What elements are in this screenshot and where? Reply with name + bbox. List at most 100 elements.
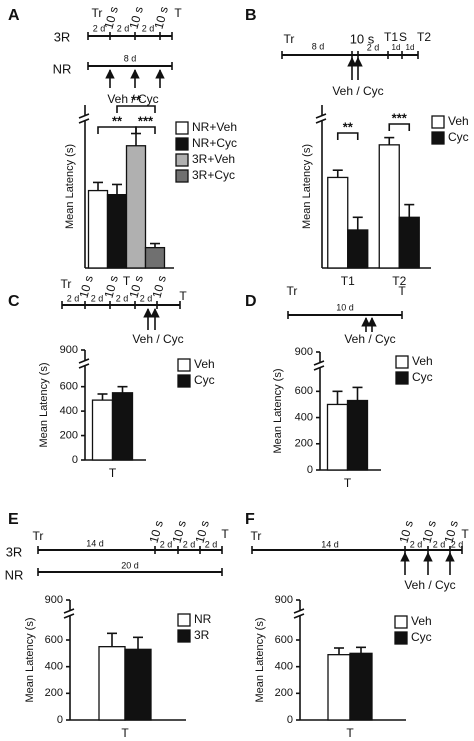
x-tick-label: T <box>123 274 131 288</box>
axis-break-gap <box>65 611 75 616</box>
legend-label: Veh <box>448 114 469 128</box>
bar <box>327 654 351 721</box>
legend-label: Veh <box>194 357 215 371</box>
legend-label: Veh <box>411 614 432 628</box>
bar <box>144 246 166 269</box>
legend-label: Cyc <box>412 370 433 384</box>
bar <box>87 189 109 269</box>
legend-label: NR+Cyc <box>192 136 237 150</box>
panel-label: C <box>8 293 20 310</box>
y-tick-label: 200 <box>275 687 293 699</box>
timeline-label: 2 d <box>205 539 218 549</box>
bar <box>398 216 420 269</box>
legend-swatch <box>175 137 189 151</box>
timeline-label: 10 s <box>170 519 189 545</box>
x-tick-label: T <box>109 466 117 480</box>
legend-label: 3R <box>194 628 210 642</box>
timeline-label: Tr <box>92 6 103 20</box>
bar <box>327 176 349 269</box>
bar <box>347 229 369 269</box>
timeline-label: 2 d <box>93 23 106 33</box>
panel-label: D <box>245 293 257 310</box>
x-tick-label: T <box>121 726 129 740</box>
timeline-label: Veh / Cyc <box>344 332 395 346</box>
x-tick-label: T <box>344 476 352 490</box>
legend-swatch <box>394 631 408 645</box>
legend-label: Cyc <box>194 373 215 387</box>
timeline-label: NR <box>53 61 72 76</box>
timeline-label: T <box>461 527 469 541</box>
axis-break-gap <box>80 361 90 366</box>
timeline-label: Veh / Cyc <box>332 84 383 98</box>
significance-label: *** <box>392 110 408 125</box>
timeline-label: Tr <box>33 529 44 543</box>
timeline-label: 10 d <box>336 302 354 312</box>
legend-swatch <box>431 115 445 129</box>
bar <box>98 646 126 721</box>
x-tick-label: T <box>346 726 354 740</box>
y-tick-label: 0 <box>72 454 78 466</box>
axis-break <box>78 358 90 364</box>
legend-swatch <box>175 169 189 183</box>
timeline-label: 14 d <box>321 539 339 549</box>
timeline-label: 1d <box>406 43 415 52</box>
bar <box>124 648 152 721</box>
legend-label: Veh <box>412 354 433 368</box>
timeline-label: 10 s <box>147 519 166 545</box>
legend-swatch <box>395 355 409 369</box>
y-tick-label: 400 <box>60 405 78 417</box>
y-tick-label: 600 <box>295 385 313 397</box>
y-tick-label: 600 <box>275 634 293 646</box>
y-tick-label: 900 <box>295 346 313 358</box>
axis-break <box>313 365 325 371</box>
timeline-label: 10 s <box>442 519 461 545</box>
timeline-label: 10 s <box>102 5 121 31</box>
timeline-label: T2 <box>417 30 431 44</box>
timeline-label: Veh / Cyc <box>132 332 183 346</box>
timeline-label: 10 s <box>420 519 439 545</box>
y-axis-label: Mean Latency (s) <box>24 618 36 703</box>
timeline-label: 14 d <box>86 538 104 548</box>
axis-break-gap <box>80 116 90 121</box>
timeline-label: 20 d <box>121 560 139 570</box>
y-tick-label: 900 <box>275 594 293 606</box>
bar <box>111 392 134 461</box>
panel-label: F <box>245 511 255 528</box>
axis-break <box>63 613 75 619</box>
axis-break <box>293 613 305 619</box>
timeline-label: 10 s <box>350 31 375 46</box>
legend-swatch <box>394 615 408 629</box>
timeline-label: T <box>174 6 182 20</box>
timeline-label: 2 d <box>451 539 464 549</box>
timeline-label: 8 d <box>124 53 137 63</box>
axis-break <box>293 608 305 614</box>
timeline-label: 2 d <box>67 293 80 303</box>
legend-label: Cyc <box>411 630 432 644</box>
y-tick-label: 900 <box>60 344 78 356</box>
significance-bracket <box>388 123 411 131</box>
axis-break <box>315 113 327 119</box>
timeline-label: 3R <box>6 544 23 559</box>
y-axis-label: Mean Latency (s) <box>254 618 266 703</box>
y-tick-label: 0 <box>307 464 313 476</box>
legend-swatch <box>395 371 409 385</box>
timeline-label: 10 s <box>127 274 146 300</box>
legend-swatch <box>177 629 191 643</box>
significance-label: ** <box>343 119 354 134</box>
x-tick-label: T2 <box>392 274 406 288</box>
significance-label: ** <box>131 92 142 107</box>
y-tick-label: 400 <box>295 411 313 423</box>
timeline-label: 2 d <box>116 293 129 303</box>
panel-label: A <box>8 7 20 24</box>
timeline-label: 2 d <box>142 23 155 33</box>
timeline-label: 10 s <box>77 274 96 300</box>
legend-label: NR <box>194 612 212 626</box>
timeline-label: Tr <box>284 32 295 46</box>
y-tick-label: 400 <box>45 661 63 673</box>
y-tick-label: 200 <box>60 429 78 441</box>
y-tick-label: 600 <box>45 634 63 646</box>
timeline-label: 10 s <box>102 274 121 300</box>
panel-label: B <box>245 7 257 24</box>
y-axis-label: Mean Latency (s) <box>38 363 50 448</box>
